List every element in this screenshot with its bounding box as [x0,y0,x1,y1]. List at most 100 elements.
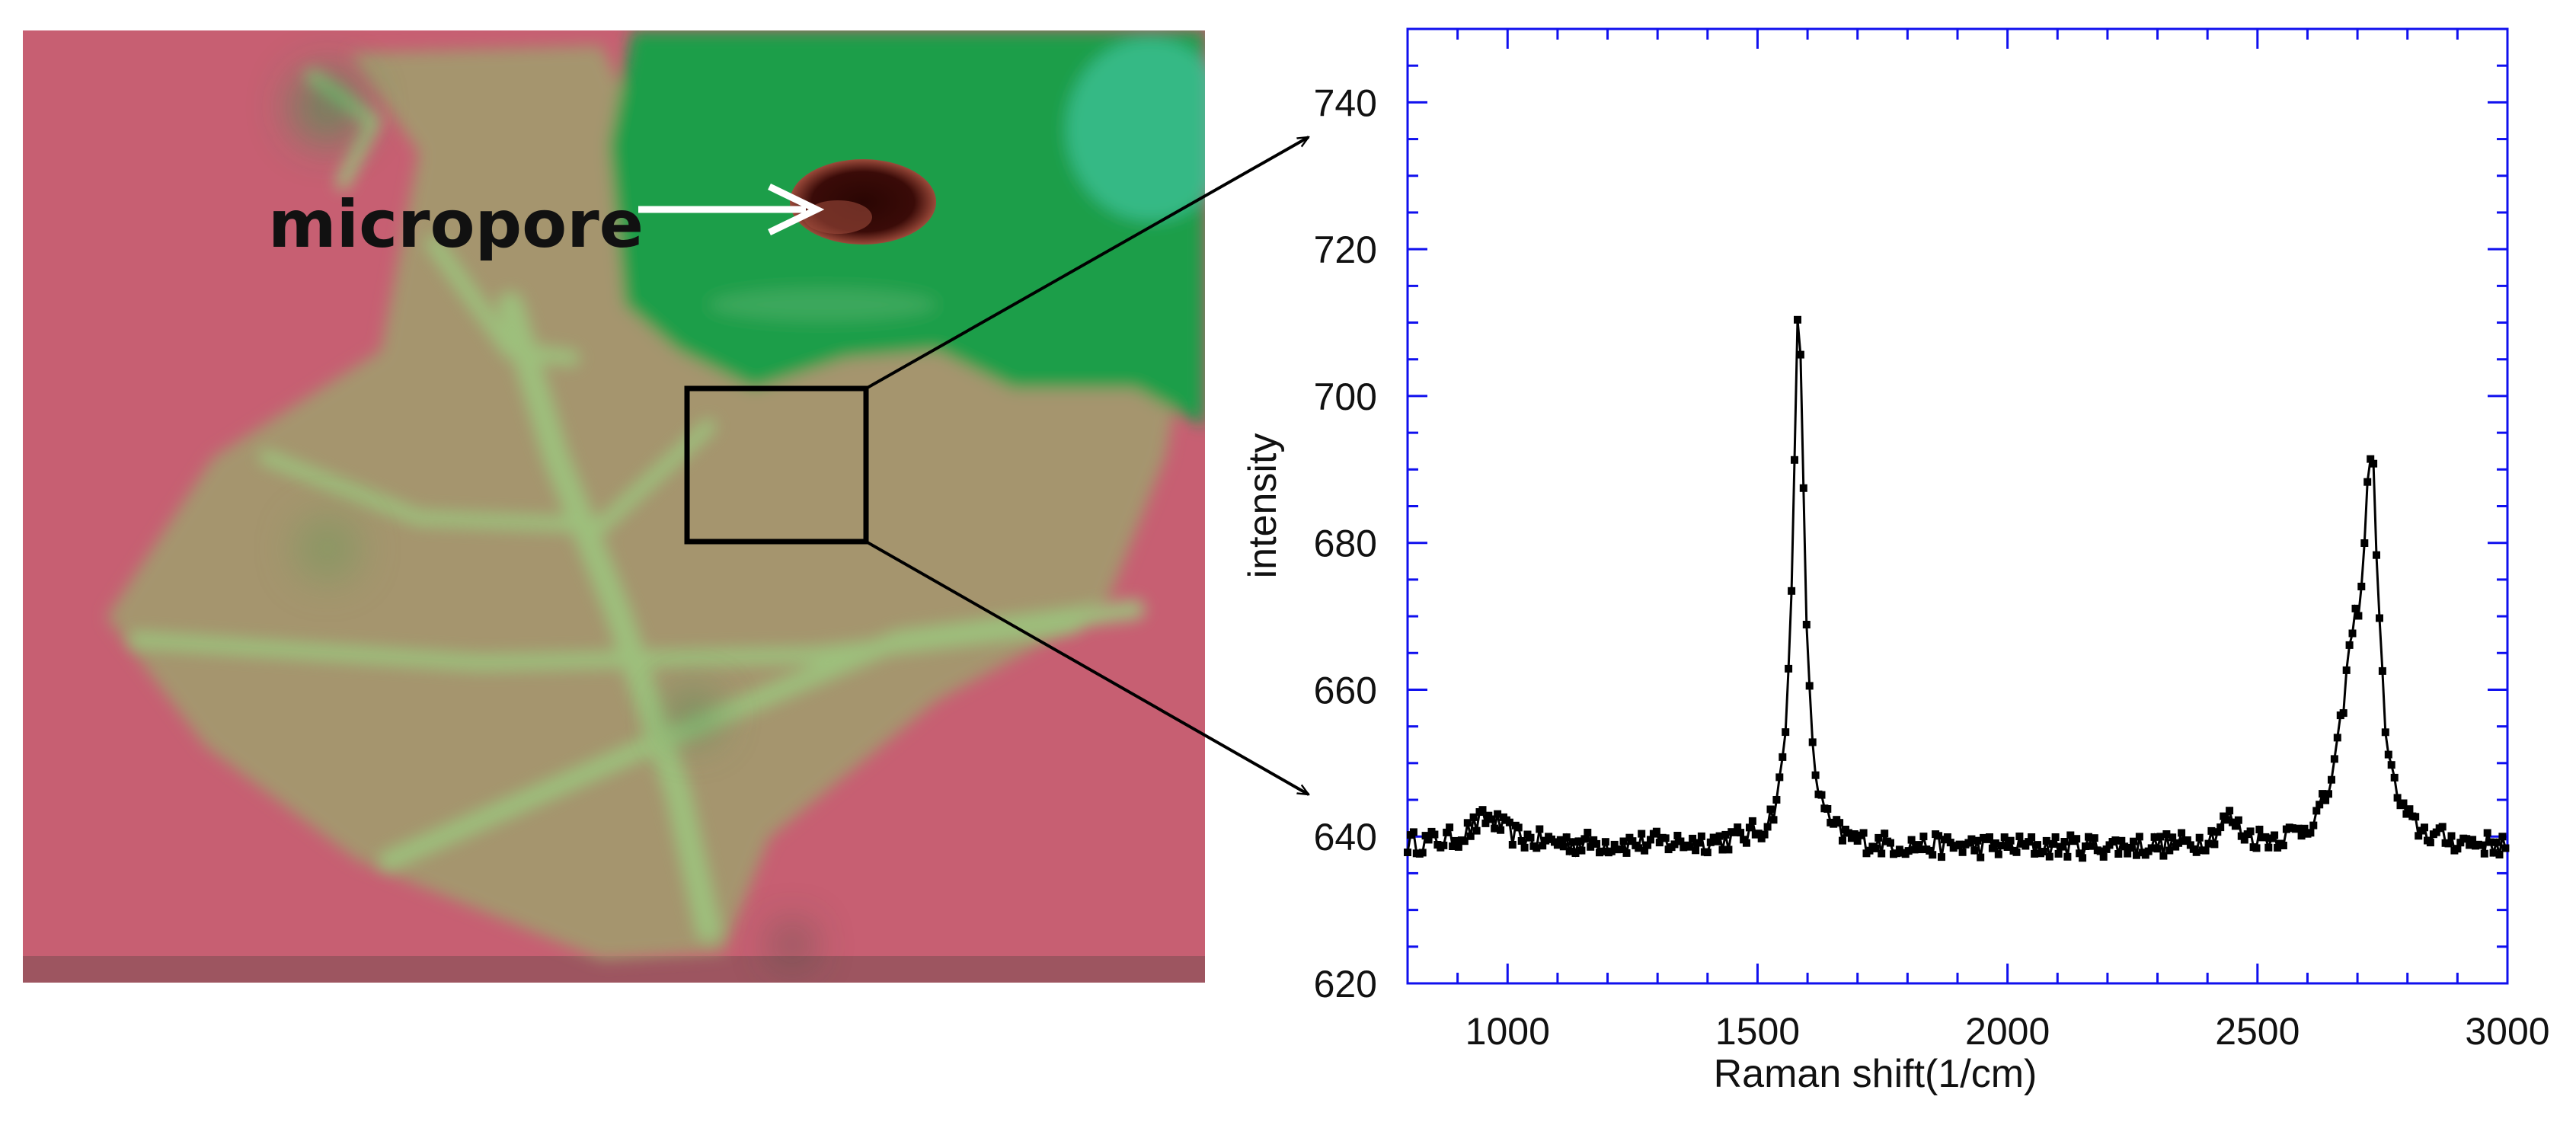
optical-micrograph: micropore [23,30,1205,983]
data-point [2492,838,2501,846]
data-point [2186,841,2194,849]
data-point [1754,830,1763,838]
data-point [2099,852,2108,861]
data-point [2480,849,2488,858]
data-point [1782,728,1790,737]
data-point [2240,836,2248,844]
data-point [2360,539,2369,547]
data-point [1802,621,1811,628]
data-point [1734,823,1742,832]
data-point [1593,839,1601,848]
data-point [1703,849,1711,857]
data-point [2034,841,2041,849]
data-point [1508,841,1517,849]
data-point [2495,851,2504,858]
data-point [1644,841,1652,849]
data-point [2042,836,2050,845]
data-point [2363,478,2372,486]
data-point [1580,835,1589,843]
data-point [1686,842,1694,851]
data-point [2111,836,2120,845]
data-point [1830,820,1838,828]
data-point [1946,839,1954,847]
data-point [2006,836,2015,845]
data-point [2124,849,2132,858]
data-point [1823,805,1832,813]
data-point [2255,826,2264,833]
data-point [2165,846,2174,855]
data-point [1850,830,1858,838]
data-point [2432,828,2440,836]
data-point [2378,666,2386,675]
data-point [1955,840,1964,849]
data-point [2121,842,2129,851]
data-point [2274,843,2282,852]
data-point [2039,848,2047,855]
data-point [1449,842,1457,850]
data-point [2025,838,2033,846]
x-tick-label: 2500 [2215,1010,2300,1053]
data-point [2162,830,2171,838]
data-point [1977,853,1985,861]
data-point [1967,835,1976,843]
data-point [1919,833,1928,841]
raman-chart: 1000 1500 2000 2500 3000 620 640 660 680 700 720 7… [1241,27,2550,1096]
data-point [2073,835,2081,843]
data-point [1811,771,1820,779]
data-point [2330,755,2338,763]
data-point [1478,806,1487,814]
data-point [1935,832,1943,840]
data-point [1844,829,1852,837]
data-point [2096,847,2105,855]
data-point [1619,837,1628,846]
data-point [1926,846,1934,855]
data-point [2264,843,2273,852]
data-point [1532,844,1541,852]
data-point [2223,816,2231,824]
data-point [1430,830,1439,839]
x-tick-label: 1500 [1715,1010,1800,1053]
data-point [1907,836,1916,844]
x-tick-labels: 1000 1500 2000 2500 3000 [1465,1010,2550,1053]
y-tick-label: 620 [1314,963,1377,1005]
data-point [2261,833,2270,841]
data-point [1610,840,1619,849]
data-point [1743,839,1750,847]
data-point [1481,819,1490,827]
data-point [1772,796,1781,804]
data-point [2399,799,2408,807]
zoom-line-bottom [865,540,1309,796]
data-point [1404,849,1411,856]
data-point [2357,583,2366,590]
data-point [1440,841,1448,849]
data-point [2393,794,2402,802]
data-point [1859,829,1868,837]
data-point [1788,587,1796,595]
data-point [1446,823,1454,832]
data-point [2207,826,2216,835]
data-point [2339,709,2347,718]
data-point [1808,738,1817,746]
data-point [1785,664,1793,673]
y-tick-label: 740 [1314,82,1377,124]
data-point [1526,833,1535,842]
data-point [2213,828,2222,836]
data-point [1647,836,1654,844]
data-point [2102,845,2111,853]
data-point [1878,849,1886,858]
data-point [2333,734,2341,742]
data-point [2456,839,2465,847]
data-point [2085,833,2092,841]
data-point [2015,833,2024,840]
data-point [1670,840,1679,849]
data-point [2063,852,2072,861]
data-point [1974,836,1982,845]
data-point [2234,816,2242,824]
minor-ticks [1408,27,2507,983]
data-point [1638,830,1646,838]
data-point [1587,842,1595,851]
data-point [2057,842,2066,851]
data-point [1454,842,1462,851]
data-point [1505,818,1513,826]
data-point [1929,851,1937,859]
